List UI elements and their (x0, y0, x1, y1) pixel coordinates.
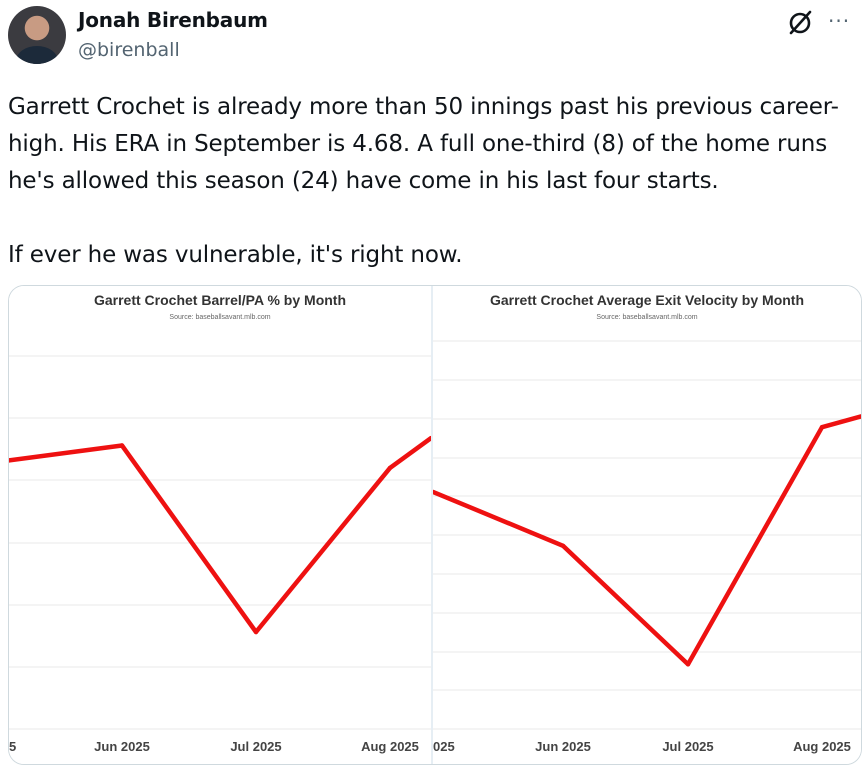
x-tick-label: Aug 2025 (361, 739, 419, 754)
chart-exit-velocity[interactable]: Garrett Crochet Average Exit Velocity by… (433, 286, 861, 764)
chart-title: Garrett Crochet Barrel/PA % by Month (93, 292, 347, 308)
author-handle[interactable]: @birenball (78, 39, 180, 61)
x-tick-label: Aug 2025 (793, 739, 851, 754)
data-point (9, 458, 12, 463)
more-icon[interactable]: ··· (828, 9, 851, 33)
x-tick-label: Jun 2025 (535, 739, 591, 754)
grok-icon[interactable] (786, 7, 816, 37)
x-tick-label: 5 (9, 739, 16, 754)
x-tick-label: Jun 2025 (94, 739, 150, 754)
data-point (560, 543, 566, 548)
data-point (819, 425, 825, 430)
tweet-media[interactable]: Garrett Crochet Barrel/PA % by Month Sou… (8, 285, 862, 765)
chart-title: Garrett Crochet Average Exit Velocity by… (489, 292, 805, 308)
data-point (428, 435, 431, 441)
author-name[interactable]: Jonah Birenbaum (78, 8, 268, 32)
chart-barrel-rate[interactable]: Garrett Crochet Barrel/PA % by Month Sou… (9, 286, 431, 764)
tweet-text: Garrett Crochet is already more than 50 … (8, 94, 839, 268)
data-point (433, 489, 436, 495)
data-point (119, 443, 125, 448)
author-avatar[interactable] (8, 6, 66, 64)
x-tick-label: Jul 2025 (230, 739, 281, 754)
data-point (253, 629, 259, 635)
chart-subtitle: Source: baseballsavant.mlb.com (596, 314, 698, 321)
x-tick-label: Jul 2025 (662, 739, 713, 754)
data-point (685, 662, 691, 667)
barrel-rate-plot: 5 Jun 2025 Jul 2025 Aug 2025 (9, 355, 431, 754)
series-line (9, 436, 431, 635)
exit-velocity-plot: 025 Jun 2025 Jul 2025 Aug 2025 (433, 340, 861, 754)
chart-subtitle: Source: baseballsavant.mlb.com (169, 314, 271, 321)
data-point (858, 414, 861, 419)
data-point (387, 465, 393, 471)
media-divider (431, 286, 433, 764)
series-line (433, 414, 861, 667)
x-tick-label: 025 (433, 739, 455, 754)
